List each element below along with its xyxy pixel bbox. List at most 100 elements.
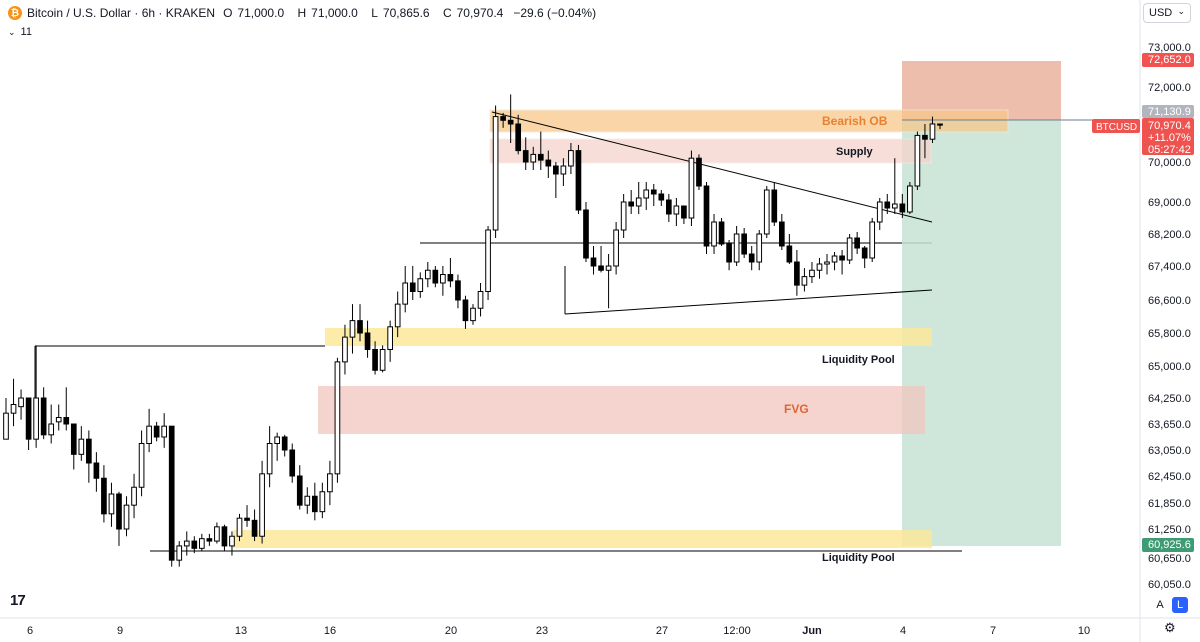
candle-body xyxy=(688,157,695,219)
candle xyxy=(794,250,800,296)
candle xyxy=(123,496,130,537)
fvg-zone xyxy=(318,386,925,434)
candle xyxy=(839,250,845,275)
candle-body xyxy=(63,417,70,425)
candle xyxy=(763,186,770,238)
candle xyxy=(349,304,356,354)
candle-body xyxy=(259,473,265,537)
candle-body xyxy=(176,545,183,561)
liquidity-pool-top-label: Liquidity Pool xyxy=(822,354,895,366)
candle-body xyxy=(846,237,853,261)
ohlc-readout: O 71,000.0 H 71,000.0 L 70,865.6 C 70,970.4 xyxy=(223,6,504,20)
symbol-title[interactable]: Bitcoin / U.S. Dollar · 6h · KRAKEN xyxy=(27,6,216,20)
candle xyxy=(635,182,642,214)
candle-body xyxy=(530,153,537,163)
candle-body xyxy=(492,116,499,231)
candle-body xyxy=(70,423,77,455)
candle xyxy=(650,184,657,206)
candle xyxy=(816,258,823,279)
candle xyxy=(666,194,672,222)
change-value: −29.6 (−0.04%) xyxy=(513,6,597,20)
candle-body xyxy=(402,282,409,305)
time-tick-label: Jun xyxy=(802,625,822,637)
candle xyxy=(899,194,906,218)
candle-body xyxy=(440,274,446,284)
candle-body xyxy=(553,165,559,175)
candle xyxy=(711,214,717,254)
candle-body xyxy=(718,221,725,245)
candle xyxy=(432,266,439,288)
candle-body xyxy=(485,229,491,292)
time-tick-label: 13 xyxy=(235,625,247,637)
candle-body xyxy=(394,303,401,328)
gear-icon[interactable]: ⚙ xyxy=(1164,620,1176,635)
candle-body xyxy=(146,425,152,444)
candle-body xyxy=(854,237,860,249)
candle-body xyxy=(101,477,107,515)
price-tick-label: 67,400.0 xyxy=(1148,261,1191,273)
candle xyxy=(70,423,77,470)
candle xyxy=(274,432,280,461)
tradingview-logo[interactable]: 17 xyxy=(10,592,26,609)
currency-label: USD xyxy=(1149,7,1173,19)
candle-body xyxy=(116,493,122,530)
candle-body xyxy=(575,150,582,211)
symbol-tag-bg xyxy=(1092,119,1140,133)
auto-scale-button[interactable]: A xyxy=(1156,599,1164,611)
candle xyxy=(605,254,612,309)
candle-body xyxy=(372,349,378,371)
candle xyxy=(786,234,793,264)
candle-body xyxy=(78,438,85,455)
candle xyxy=(748,246,755,271)
candle-body xyxy=(568,150,574,167)
candle xyxy=(778,214,785,250)
candle xyxy=(553,162,559,198)
time-tick-label: 20 xyxy=(445,625,457,637)
candle xyxy=(937,123,943,130)
candle-body xyxy=(40,397,47,436)
candle-body xyxy=(658,193,665,201)
candle-body xyxy=(334,361,341,475)
candle-body xyxy=(763,189,770,235)
currency-selector[interactable]: USD ⌄ xyxy=(1143,3,1191,23)
candle xyxy=(402,266,409,313)
candle xyxy=(733,226,740,266)
candle xyxy=(379,345,386,373)
log-scale-button[interactable]: L xyxy=(1172,597,1188,613)
bearish-ob-zone xyxy=(489,109,1009,133)
candle xyxy=(236,513,243,542)
price-tick-label: 61,850.0 xyxy=(1148,498,1191,510)
candle xyxy=(440,266,446,296)
candle-body xyxy=(55,417,62,423)
candle xyxy=(462,295,469,329)
candle-body xyxy=(545,159,552,167)
candle-body xyxy=(447,274,454,282)
candle xyxy=(907,182,913,214)
candle-body xyxy=(191,540,198,549)
candle xyxy=(364,320,371,358)
candle-body xyxy=(620,201,627,231)
indicator-toggle[interactable]: ⌄ 11 xyxy=(8,26,32,38)
candle-body xyxy=(18,397,24,408)
time-tick-label: 9 xyxy=(117,625,123,637)
price-tick-label: 69,000.0 xyxy=(1148,197,1191,209)
candle xyxy=(470,304,476,325)
candle-body xyxy=(673,205,680,215)
supply-label: Supply xyxy=(836,146,874,158)
candle-body xyxy=(319,491,326,513)
candle xyxy=(801,268,808,292)
candle xyxy=(251,509,258,542)
candle xyxy=(86,430,92,483)
low-value: 70,865.6 xyxy=(382,6,430,20)
candle xyxy=(590,246,597,275)
candle-body xyxy=(613,229,619,267)
time-tick-label: 7 xyxy=(990,625,996,637)
candle xyxy=(319,482,326,519)
candle xyxy=(477,283,484,317)
candle xyxy=(18,389,24,420)
candle xyxy=(199,533,205,551)
candle xyxy=(515,114,522,155)
candle xyxy=(530,146,537,170)
candle-body xyxy=(477,291,484,309)
